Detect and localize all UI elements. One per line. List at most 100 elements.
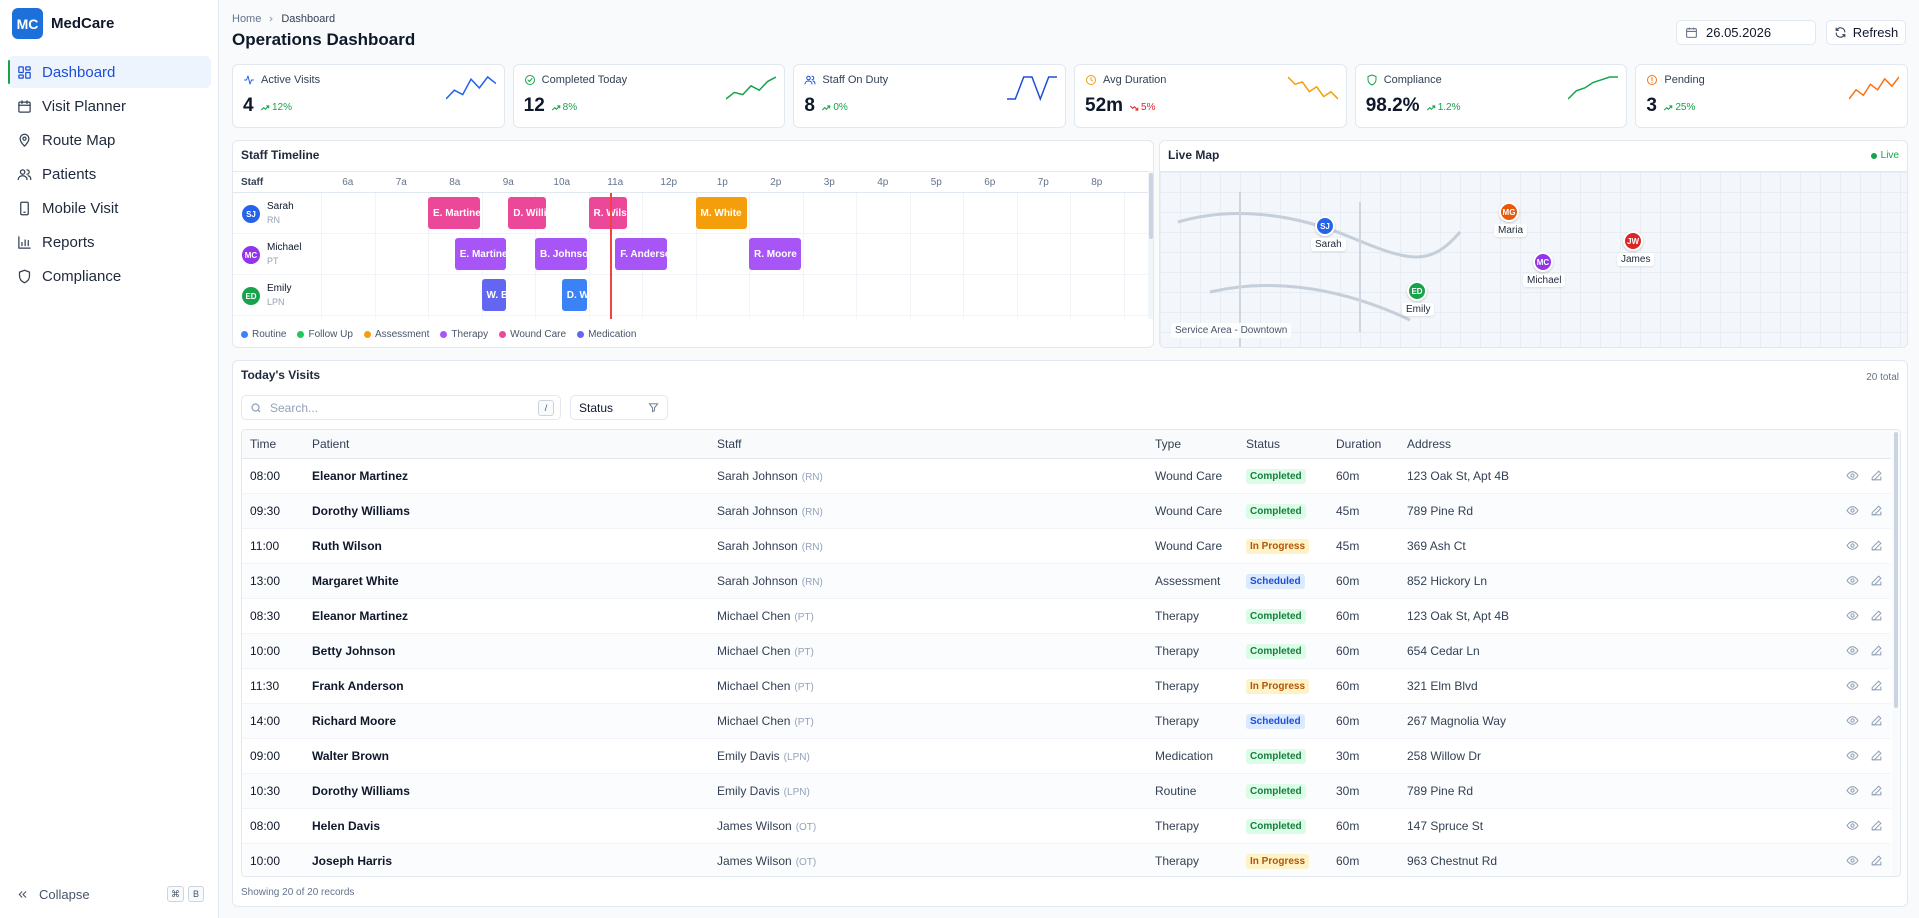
cell-patient[interactable]: Richard Moore [312, 713, 397, 728]
edit-icon[interactable] [1870, 714, 1883, 727]
collapse-button[interactable]: Collapse ⌘ B [16, 886, 204, 902]
visit-block[interactable]: D. Williams [561, 279, 587, 311]
edit-icon[interactable] [1870, 854, 1883, 867]
timeline-scrollbar[interactable] [1148, 171, 1153, 319]
date-picker[interactable]: 26.05.2026 [1676, 20, 1816, 45]
cell-patient[interactable]: Dorothy Williams [312, 783, 410, 798]
column-header-duration[interactable]: Duration [1336, 430, 1407, 459]
table-scrollbar[interactable] [1892, 430, 1900, 876]
view-icon[interactable] [1846, 574, 1859, 587]
avatar: SJ [242, 205, 260, 223]
table-row[interactable]: 08:00 Eleanor Martinez Sarah Johnson (RN)… [242, 458, 1891, 493]
kpi-card-active-visits[interactable]: Active Visits 4 12% [232, 64, 505, 128]
status-filter[interactable]: Status [570, 395, 668, 420]
edit-icon[interactable] [1870, 504, 1883, 517]
sidebar-item-compliance[interactable]: Compliance [8, 260, 211, 292]
view-icon[interactable] [1846, 749, 1859, 762]
visit-block[interactable]: W. Brown [481, 279, 507, 311]
sidebar-item-visit-planner[interactable]: Visit Planner [8, 90, 211, 122]
column-header-status[interactable]: Status [1246, 430, 1336, 459]
visit-block[interactable]: B. Johnson [535, 238, 587, 270]
brand[interactable]: MC MedCare [12, 8, 114, 39]
view-icon[interactable] [1846, 469, 1859, 482]
sidebar-item-route-map[interactable]: Route Map [8, 124, 211, 156]
table-row[interactable]: 10:30 Dorothy Williams Emily Davis (LPN) … [242, 773, 1891, 808]
kpi-label: Active Visits [243, 74, 320, 86]
table-row[interactable]: 11:00 Ruth Wilson Sarah Johnson (RN) Woun… [242, 528, 1891, 563]
edit-icon[interactable] [1870, 784, 1883, 797]
table-row[interactable]: 11:30 Frank Anderson Michael Chen (PT) Th… [242, 668, 1891, 703]
visit-block[interactable]: E. Martinez [428, 197, 480, 229]
map-pin-james[interactable]: JW [1623, 231, 1643, 251]
map-canvas[interactable]: Service Area - Downtown SJ Sarah MG Maria MC… [1160, 171, 1907, 347]
column-header-address[interactable]: Address [1407, 430, 1791, 459]
table-row[interactable]: 09:30 Dorothy Williams Sarah Johnson (RN)… [242, 493, 1891, 528]
column-header-time[interactable]: Time [242, 430, 312, 459]
sidebar-item-patients[interactable]: Patients [8, 158, 211, 190]
cell-patient[interactable]: Walter Brown [312, 748, 389, 763]
kpi-card-compliance[interactable]: Compliance 98.2% 1.2% [1354, 64, 1628, 128]
edit-icon[interactable] [1870, 574, 1883, 587]
edit-icon[interactable] [1870, 679, 1883, 692]
cell-patient[interactable]: Helen Davis [312, 818, 381, 833]
cell-patient[interactable]: Margaret White [312, 573, 399, 588]
edit-icon[interactable] [1870, 609, 1883, 622]
view-icon[interactable] [1846, 714, 1859, 727]
cell-patient[interactable]: Frank Anderson [312, 678, 404, 693]
map-pin-michael[interactable]: MC [1533, 252, 1553, 272]
view-icon[interactable] [1846, 609, 1859, 622]
visit-block[interactable]: D. Williams [508, 197, 547, 229]
view-icon[interactable] [1846, 854, 1859, 867]
timeline-body[interactable]: SJ Sarah RNE. MartinezD. WilliamsR. Wils… [233, 193, 1148, 319]
cell-patient[interactable]: Eleanor Martinez [312, 608, 409, 623]
cell-time: 08:30 [250, 608, 281, 623]
cell-patient[interactable]: Eleanor Martinez [312, 468, 409, 483]
visit-block[interactable]: M. White [695, 197, 747, 229]
visit-block[interactable]: E. Martinez [454, 238, 507, 270]
sidebar-item-reports[interactable]: Reports [8, 226, 211, 258]
column-header-type[interactable]: Type [1155, 430, 1246, 459]
table-row[interactable]: 09:00 Walter Brown Emily Davis (LPN) Medi… [242, 738, 1891, 773]
view-icon[interactable] [1846, 504, 1859, 517]
search-box[interactable]: / [241, 395, 561, 420]
search-input[interactable] [270, 400, 530, 415]
edit-icon[interactable] [1870, 749, 1883, 762]
view-icon[interactable] [1846, 644, 1859, 657]
sidebar-item-dashboard[interactable]: Dashboard [8, 56, 211, 88]
sidebar-item-mobile-visit[interactable]: Mobile Visit [8, 192, 211, 224]
view-icon[interactable] [1846, 784, 1859, 797]
kpi-card-staff-on-duty[interactable]: Staff On Duty 8 0% [793, 64, 1067, 128]
cell-patient[interactable]: Betty Johnson [312, 643, 396, 658]
refresh-button[interactable]: Refresh [1826, 20, 1906, 45]
cell-patient[interactable]: Joseph Harris [312, 853, 393, 868]
column-header-patient[interactable]: Patient [312, 430, 717, 459]
map-pin-emily[interactable]: ED [1407, 281, 1427, 301]
map-pin-maria[interactable]: MG [1499, 202, 1519, 222]
visit-block[interactable]: F. Anderson [615, 238, 667, 270]
view-icon[interactable] [1846, 539, 1859, 552]
kpi-card-pending[interactable]: Pending 3 25% [1635, 64, 1909, 128]
table-row[interactable]: 14:00 Richard Moore Michael Chen (PT) The… [242, 703, 1891, 738]
view-icon[interactable] [1846, 679, 1859, 692]
kpi-card-completed-today[interactable]: Completed Today 12 8% [512, 64, 786, 128]
view-icon[interactable] [1846, 819, 1859, 832]
edit-icon[interactable] [1870, 469, 1883, 482]
legend-label: Medication [588, 329, 637, 340]
edit-icon[interactable] [1870, 539, 1883, 552]
table-row[interactable]: 08:00 Helen Davis James Wilson (OT) Thera… [242, 808, 1891, 843]
table-row[interactable]: 10:00 Betty Johnson Michael Chen (PT) The… [242, 633, 1891, 668]
table-row[interactable]: 13:00 Margaret White Sarah Johnson (RN) A… [242, 563, 1891, 598]
map-pin-sarah[interactable]: SJ [1315, 216, 1335, 236]
visit-block[interactable]: R. Wilson [588, 197, 627, 229]
cell-patient[interactable]: Dorothy Williams [312, 503, 410, 518]
edit-icon[interactable] [1870, 819, 1883, 832]
breadcrumb-home[interactable]: Home [232, 13, 262, 25]
column-header-staff[interactable]: Staff [717, 430, 1155, 459]
app-name: MedCare [51, 15, 115, 32]
edit-icon[interactable] [1870, 644, 1883, 657]
table-row[interactable]: 10:00 Joseph Harris James Wilson (OT) The… [242, 843, 1891, 876]
visit-block[interactable]: R. Moore [749, 238, 801, 270]
cell-patient[interactable]: Ruth Wilson [312, 538, 382, 553]
kpi-card-avg-duration[interactable]: Avg Duration 52m 5% [1074, 64, 1347, 128]
table-row[interactable]: 08:30 Eleanor Martinez Michael Chen (PT) … [242, 598, 1891, 633]
